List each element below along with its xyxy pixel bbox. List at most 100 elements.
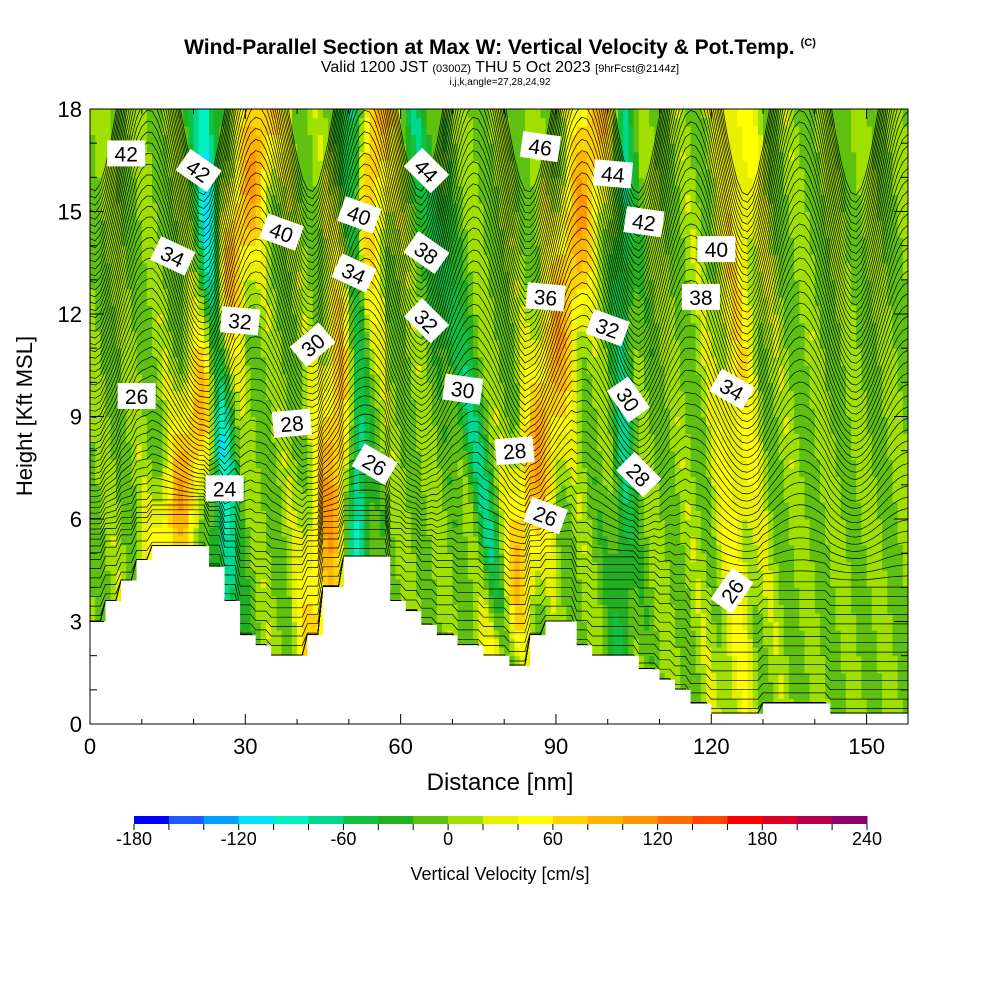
field-cell <box>193 220 200 230</box>
field-cell <box>90 501 96 511</box>
field-cell <box>281 493 288 503</box>
field-cell <box>374 356 381 366</box>
field-cell <box>359 126 365 136</box>
field-cell <box>328 484 334 494</box>
field-cell <box>240 587 246 597</box>
field-cell <box>146 322 153 332</box>
field-cell <box>162 425 169 435</box>
field-cell <box>317 117 324 127</box>
field-cell <box>379 109 386 119</box>
field-cell <box>152 339 158 349</box>
field-cell <box>379 493 386 503</box>
field-cell <box>255 220 262 230</box>
field-cell <box>245 245 252 255</box>
field-cell <box>271 621 277 631</box>
field-cell <box>136 442 143 452</box>
field-cell <box>126 425 132 435</box>
field-cell <box>183 194 189 204</box>
field-cell <box>354 433 360 443</box>
field-cell <box>333 109 340 119</box>
field-cell <box>426 220 433 230</box>
field-cell <box>426 271 433 281</box>
field-cell <box>281 348 288 358</box>
field-cell <box>90 356 96 366</box>
field-cell <box>193 433 200 443</box>
field-cell <box>146 433 153 443</box>
field-cell <box>271 587 277 597</box>
field-cell <box>333 578 340 588</box>
field-cell <box>214 262 221 272</box>
field-cell <box>323 467 329 477</box>
field-cell <box>172 288 179 298</box>
field-cell <box>167 160 174 170</box>
field-cell <box>431 194 438 204</box>
field-cell <box>260 322 267 332</box>
field-cell <box>240 348 246 358</box>
field-cell <box>255 134 262 144</box>
field-cell <box>379 373 386 383</box>
field-cell <box>421 484 428 494</box>
field-cell <box>214 331 221 341</box>
field-cell <box>281 553 288 563</box>
field-cell <box>162 390 169 400</box>
field-cell <box>317 621 324 631</box>
field-cell <box>359 254 365 264</box>
field-cell <box>131 288 138 298</box>
field-cell <box>436 613 443 623</box>
field-cell <box>343 467 350 477</box>
field-cell <box>369 151 376 161</box>
field-cell <box>250 331 257 341</box>
field-cell <box>379 126 386 136</box>
field-cell <box>276 621 283 631</box>
field-cell <box>95 459 101 469</box>
field-cell <box>198 408 205 418</box>
field-cell <box>276 339 283 349</box>
field-cell <box>333 536 340 546</box>
field-cell <box>338 296 345 306</box>
field-cell <box>281 476 288 486</box>
field-cell <box>110 365 117 375</box>
field-cell <box>374 160 381 170</box>
field-cell <box>255 501 262 511</box>
field-cell <box>193 134 200 144</box>
field-cell <box>240 151 246 161</box>
field-cell <box>271 348 277 358</box>
field-cell <box>374 365 381 375</box>
field-cell <box>167 425 174 435</box>
field-cell <box>214 211 221 221</box>
field-cell <box>110 109 117 119</box>
field-cell <box>167 373 174 383</box>
field-cell <box>178 177 184 187</box>
field-cell <box>266 433 272 443</box>
field-cell <box>333 356 340 366</box>
field-cell <box>255 484 262 494</box>
field-cell <box>198 296 205 306</box>
field-cell <box>291 484 298 494</box>
field-cell <box>416 459 422 469</box>
field-cell <box>229 467 236 477</box>
field-cell <box>307 613 314 623</box>
field-cell <box>307 578 314 588</box>
field-cell <box>276 168 283 178</box>
field-cell <box>276 450 283 460</box>
field-cell <box>146 484 153 494</box>
field-cell <box>115 450 122 460</box>
field-cell <box>291 322 298 332</box>
field-cell <box>193 331 200 341</box>
field-cell <box>421 228 428 238</box>
field-cell <box>100 365 107 375</box>
field-cell <box>266 296 272 306</box>
field-cell <box>95 245 101 255</box>
field-cell <box>105 228 112 238</box>
field-cell <box>110 356 117 366</box>
field-cell <box>374 245 381 255</box>
field-cell <box>307 595 314 605</box>
field-cell <box>229 544 236 554</box>
field-cell <box>312 578 319 588</box>
field-cell <box>328 408 334 418</box>
field-cell <box>224 373 231 383</box>
field-cell <box>421 109 428 119</box>
field-cell <box>291 544 298 554</box>
field-cell <box>431 467 438 477</box>
field-cell <box>141 433 148 443</box>
